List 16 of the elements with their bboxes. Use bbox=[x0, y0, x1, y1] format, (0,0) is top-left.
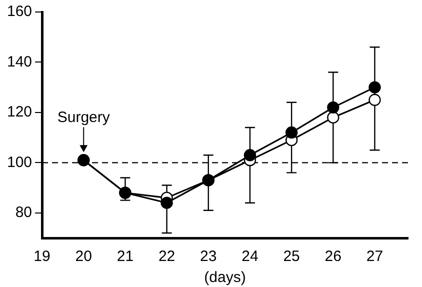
x-tick-label: 20 bbox=[75, 248, 92, 266]
x-tick-label: 25 bbox=[283, 248, 300, 266]
x-tick-label: 26 bbox=[324, 248, 342, 266]
y-tick-label: 160 bbox=[6, 3, 32, 20]
x-tick-label: 27 bbox=[366, 248, 384, 266]
x-tick-label: 19 bbox=[34, 248, 50, 266]
y-tick-label: 140 bbox=[6, 53, 32, 70]
x-tick-label: 23 bbox=[200, 248, 217, 266]
y-tick-label: 80 bbox=[15, 204, 32, 222]
x-tick-label: 21 bbox=[116, 248, 134, 266]
x-tick-label: 22 bbox=[158, 248, 176, 266]
y-tick-label: 120 bbox=[6, 104, 32, 121]
x-axis-title: (days) bbox=[204, 269, 246, 286]
annotation: Surgery bbox=[57, 109, 110, 126]
y-tick-label: 100 bbox=[6, 154, 32, 171]
x-tick-label: 24 bbox=[242, 248, 258, 266]
